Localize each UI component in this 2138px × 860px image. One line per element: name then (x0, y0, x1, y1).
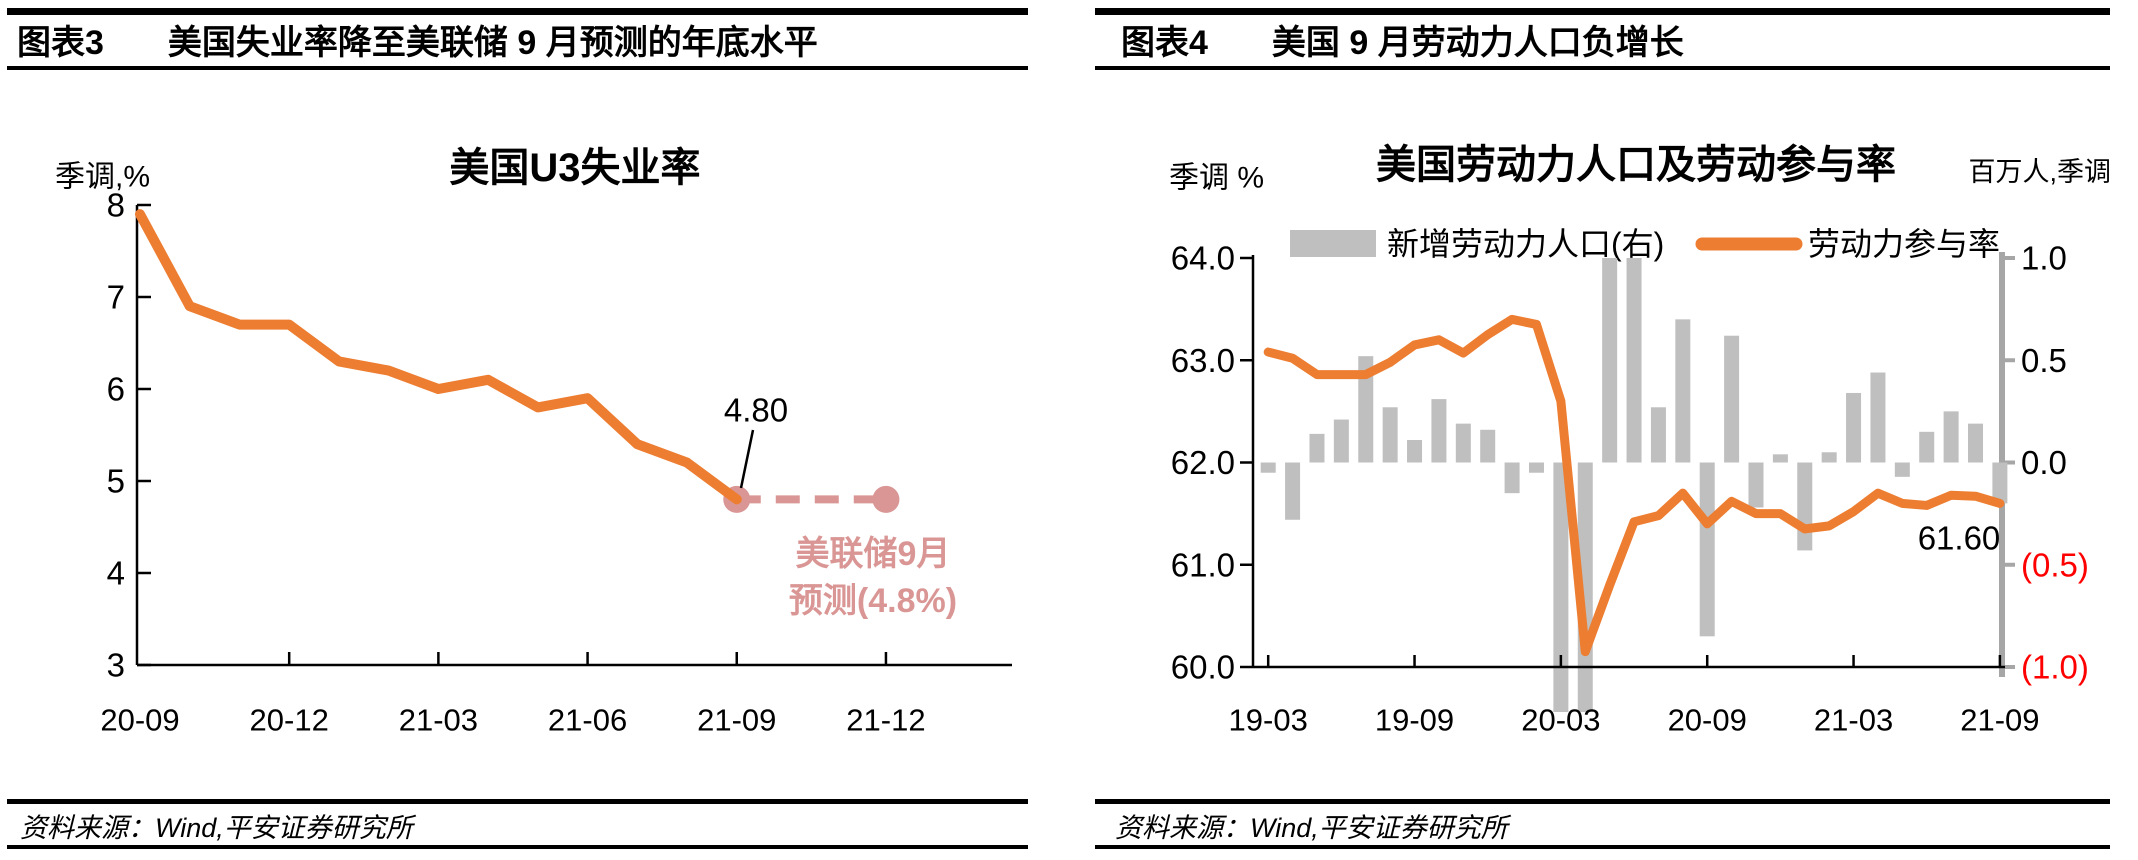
figure3-panel: 图表3 美国失业率降至美联储 9 月预测的年底水平 美国U3失业率 季调,% 8 7 6… (0, 0, 1045, 860)
labor-force-bar (1602, 258, 1618, 463)
labor-force-bar (1480, 429, 1496, 463)
x-tick-label: 21-03 (1814, 703, 1893, 738)
x-tick-label: 20-09 (100, 703, 179, 738)
legend-bar-swatch (1290, 230, 1376, 257)
header-bottom-rule (7, 66, 1028, 70)
y-tick-label: 4 (107, 555, 125, 592)
chart-title: 美国劳动力人口及劳动参与率 (1376, 143, 1896, 187)
figure3-source: 资料来源：Wind,平安证券研究所 (20, 813, 413, 843)
header-top-rule (1095, 8, 2110, 15)
figure4-header: 图表4 美国 9 月劳动力人口负增长 (1121, 16, 1684, 62)
labor-force-bar (1894, 462, 1910, 477)
participation-rate-line (1263, 314, 2005, 657)
x-tick-label: 21-12 (846, 703, 925, 738)
last-value-label: 4.80 (724, 392, 788, 429)
labor-force-bar (1285, 462, 1301, 520)
last-value-label: 61.60 (1918, 520, 2001, 557)
labor-force-bar (1650, 407, 1666, 463)
right-y-tick-label: 0.0 (2021, 444, 2067, 481)
right-y-tick-label: (1.0) (2021, 649, 2089, 686)
figure3-title: 美国失业率降至美联储 9 月预测的年底水平 (167, 23, 818, 62)
legend-bar-label: 新增劳动力人口(右) (1387, 226, 1664, 262)
labor-force-bar (1455, 423, 1471, 463)
labor-force-bar (1772, 454, 1788, 463)
labor-force-bar (1382, 407, 1398, 463)
labor-force-bar (1553, 462, 1569, 712)
right-y-tick-label: (0.5) (2021, 546, 2089, 583)
labor-force-bar (1675, 319, 1691, 463)
labor-force-bar (1431, 399, 1447, 463)
header-top-rule (7, 8, 1028, 15)
labor-force-bar (1846, 392, 1862, 463)
x-tick-label: 19-03 (1229, 703, 1308, 738)
left-axis-unit-label: 季调 % (1169, 162, 1264, 195)
left-y-tick-label: 62.0 (1171, 444, 1235, 481)
x-tick-label: 20-03 (1521, 703, 1600, 738)
forecast-note-line1: 美联储9月 (796, 535, 951, 573)
source-top-rule (7, 799, 1028, 804)
left-y-tick-label: 63.0 (1171, 342, 1235, 379)
labor-force-bar (1407, 440, 1423, 463)
unemployment-line (135, 209, 742, 505)
y-tick-label: 3 (107, 647, 125, 684)
y-tick-label: 7 (107, 279, 125, 316)
x-tick-label: 20-09 (1668, 703, 1747, 738)
labor-force-bar (1943, 411, 1959, 463)
labor-force-bar (1626, 258, 1642, 463)
left-y-tick-label: 60.0 (1171, 649, 1235, 686)
figure3-tag: 图表3 (17, 23, 104, 62)
left-y-tick-label: 64.0 (1171, 240, 1235, 277)
right-axis-unit-label: 百万人,季调 (1968, 157, 2111, 187)
right-y-tick-label: 0.5 (2021, 342, 2067, 379)
x-tick-label: 20-12 (250, 703, 329, 738)
left-y-tick-label: 61.0 (1171, 546, 1235, 583)
figure4-tag: 图表4 (1121, 23, 1208, 62)
labor-force-bar (1797, 462, 1813, 551)
right-y-tick-label: 1.0 (2021, 240, 2067, 277)
labor-force-bar (1333, 419, 1349, 463)
forecast-note-line2: 预测(4.8%) (789, 582, 957, 620)
header-bottom-rule (1095, 66, 2110, 70)
forecast-dot-end (872, 485, 900, 513)
chart-title: 美国U3失业率 (449, 146, 700, 190)
labor-force-bar (1968, 423, 1984, 463)
source-bottom-rule (7, 845, 1028, 849)
source-bottom-rule (1095, 845, 2110, 849)
x-tick-label: 21-06 (548, 703, 627, 738)
x-tick-label: 19-09 (1375, 703, 1454, 738)
x-tick-label: 21-09 (1960, 703, 2039, 738)
figure4-panel: 图表4 美国 9 月劳动力人口负增长 美国劳动力人口及劳动参与率 季调 % 百万人,… (1069, 0, 2138, 860)
annotation-leader-line (739, 429, 755, 489)
x-tick-label: 21-03 (399, 703, 478, 738)
labor-force-bar (1724, 335, 1740, 463)
y-tick-label: 6 (107, 371, 125, 408)
labor-force-bar (1919, 431, 1935, 463)
unemployment-chart: 美国U3失业率 季调,%8 7 6 5 4 3 20-09 20-12 21-03 21-06 21-… (55, 146, 1012, 738)
labor-force-bar (1528, 462, 1544, 473)
figure3-header: 图表3 美国失业率降至美联储 9 月预测的年底水平 (17, 16, 818, 62)
labor-force-bar (1260, 462, 1276, 473)
y-tick-label: 5 (107, 463, 125, 500)
y-tick-label: 8 (107, 187, 125, 224)
labor-force-bar (1309, 433, 1325, 463)
labor-force-bar (1504, 462, 1520, 494)
figure4-title: 美国 9 月劳动力人口负增长 (1271, 23, 1684, 62)
labor-force-bar (1699, 462, 1715, 637)
source-top-rule (1095, 799, 2110, 804)
labor-force-bar (1870, 372, 1886, 463)
labor-force-bar (1821, 452, 1837, 463)
x-tick-label: 21-09 (697, 703, 776, 738)
legend-line-label: 劳动力参与率 (1808, 226, 2000, 262)
y-axis-unit-label: 季调,% (55, 161, 150, 194)
figure4-source: 资料来源：Wind,平安证券研究所 (1115, 813, 1508, 843)
labor-force-bar (1748, 462, 1764, 508)
labor-force-bar (1358, 356, 1374, 463)
labor-force-bar (1992, 462, 2008, 504)
